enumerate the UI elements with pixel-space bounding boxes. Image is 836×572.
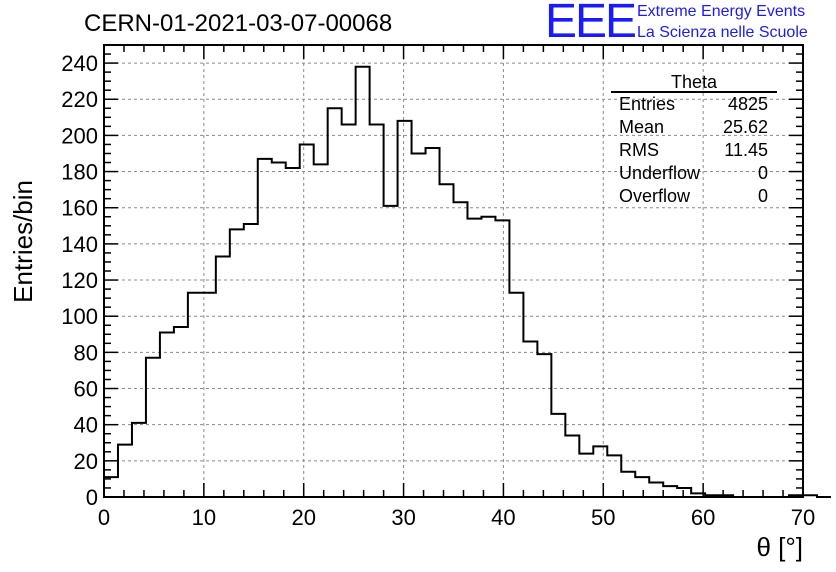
histogram-bin [565, 436, 579, 497]
x-tick-label: 10 [192, 505, 216, 530]
histogram-bin [300, 144, 314, 497]
histogram-series [103, 65, 831, 498]
x-tick-label: 20 [291, 505, 315, 530]
histogram-bin [160, 332, 174, 497]
histogram-bin [440, 184, 454, 497]
x-axis-label: θ [°] [756, 532, 803, 562]
stats-label: Entries [619, 94, 675, 114]
y-tick-label: 20 [74, 449, 98, 474]
x-tick-label: 0 [98, 505, 110, 530]
x-tick-label: 30 [391, 505, 415, 530]
stats-label: RMS [619, 140, 659, 160]
histogram-bin [132, 423, 146, 497]
stats-value: 0 [758, 163, 768, 183]
stats-label: Mean [619, 117, 664, 137]
stats-value: 11.45 [724, 140, 768, 160]
x-tick-label: 60 [691, 505, 715, 530]
histogram-bin [593, 446, 607, 497]
stats-label: Underflow [619, 163, 701, 183]
eee-logo: EEE [545, 0, 637, 48]
stats-value: 0 [758, 186, 768, 206]
histogram-bin [481, 217, 495, 497]
histogram-bin [202, 293, 216, 497]
histogram-bin [523, 342, 537, 497]
histogram-bin [244, 224, 258, 497]
histogram-bin [677, 488, 691, 497]
x-tick-label: 50 [591, 505, 615, 530]
histogram-bin [579, 454, 593, 497]
y-tick-label: 200 [61, 123, 98, 148]
histogram-bin [551, 414, 565, 497]
histogram-bin [537, 354, 551, 497]
histogram-bin [118, 445, 132, 497]
x-tick-label: 40 [491, 505, 515, 530]
x-tick-label: 70 [791, 505, 815, 530]
histogram-bin [272, 163, 286, 497]
histogram-bin [663, 486, 677, 497]
stats-value: 4825 [728, 94, 768, 114]
y-tick-label: 220 [61, 87, 98, 112]
histogram-bin [495, 220, 509, 497]
y-tick-label: 140 [61, 232, 98, 257]
chart-title: CERN-01-2021-03-07-00068 [84, 10, 393, 37]
histogram-bin [188, 293, 202, 497]
y-tick-label: 240 [61, 51, 98, 76]
histogram-bin [635, 477, 649, 497]
histogram-bin [398, 121, 412, 497]
histogram-bin [356, 67, 370, 497]
histogram-bin [230, 229, 244, 497]
histogram-bin [258, 159, 272, 497]
y-tick-label: 60 [74, 377, 98, 402]
logo-subtitle-line1: Extreme Energy Events [637, 3, 806, 20]
histogram-outline [103, 65, 831, 498]
grid-lines [104, 45, 803, 497]
histogram-bin [509, 293, 523, 497]
histogram-bin [412, 153, 426, 497]
histogram-bin [104, 477, 118, 497]
histogram-bin [216, 257, 230, 497]
histogram-bin [342, 125, 356, 497]
y-tick-label: 80 [74, 340, 98, 365]
y-tick-label: 40 [74, 413, 98, 438]
y-tick-label: 180 [61, 160, 98, 185]
histogram-bin [286, 168, 300, 497]
stats-label: Overflow [619, 186, 691, 206]
y-tick-label: 160 [61, 196, 98, 221]
histogram-bin [384, 206, 398, 497]
histogram-bin [314, 164, 328, 497]
stats-value: 25.62 [723, 117, 768, 137]
y-tick-label: 100 [61, 304, 98, 329]
y-tick-label: 0 [86, 485, 98, 510]
histogram-bin [607, 455, 621, 497]
histogram-bin [174, 327, 188, 497]
y-tick-label: 120 [61, 268, 98, 293]
axis-ticks: 0 10 20 30 40 50 60 70 0 20 40 60 80 100 120 140 160 180 2… [61, 44, 815, 530]
histogram-bin [649, 483, 663, 497]
stats-title: Theta [671, 72, 718, 92]
y-axis-label: Entries/bin [8, 180, 38, 303]
histogram-bin [426, 148, 440, 497]
histogram-bin [467, 219, 481, 497]
histogram-bin [328, 108, 342, 497]
logo-subtitle-line2: La Scienza nelle Scuole [637, 24, 808, 41]
histogram-bin [370, 125, 384, 497]
histogram-bin [454, 202, 468, 497]
histogram-bin [146, 358, 160, 497]
